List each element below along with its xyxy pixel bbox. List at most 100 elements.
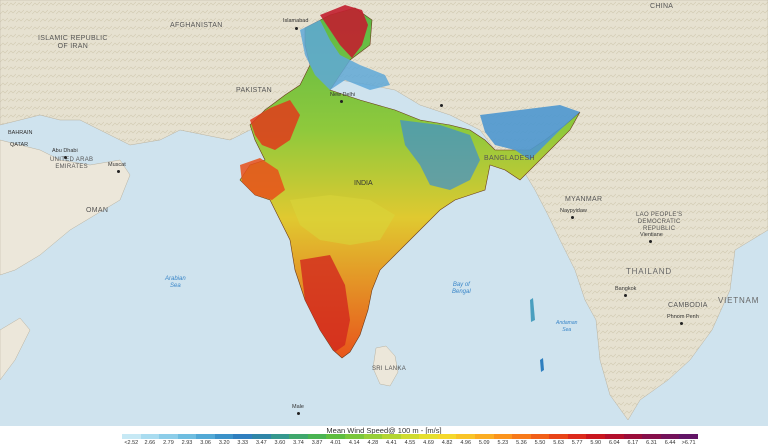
arabian-peninsula: [0, 139, 131, 276]
label-muscat: Muscat: [108, 162, 126, 168]
legend-tick: 5.23: [497, 440, 509, 446]
legend-swatch: [567, 434, 587, 439]
label-uae: UNITED ARAB EMIRATES: [50, 157, 94, 170]
legend-tick: 3.47: [255, 440, 267, 446]
legend-title: Mean Wind Speed@ 100 m - [m/s]: [326, 426, 442, 435]
legend-tick: 5.63: [553, 440, 564, 446]
label-afghanistan: AFGHANISTAN: [170, 22, 223, 29]
legend-swatch: [289, 434, 308, 439]
label-male: Male: [292, 404, 304, 410]
gujarat-highwind: [240, 158, 285, 200]
city-dot-naypyidaw: [571, 216, 574, 219]
legend-tick: 3.74: [293, 440, 304, 446]
legend-swatch: [159, 434, 178, 439]
legend-tick: 6.44: [664, 440, 676, 446]
africa-horn: [0, 317, 31, 381]
legend-tick: 2.66: [144, 440, 156, 446]
label-myanmar: MYANMAR: [565, 196, 603, 203]
legend: Mean Wind Speed@ 100 m - [m/s] <2.52 2.66…: [0, 426, 768, 448]
legend-tick: 4.82: [441, 440, 453, 446]
label-bay-of-bengal: Bay of Bengal: [452, 282, 471, 295]
label-iran: ISLAMIC REPUBLIC OF IRAN: [38, 35, 108, 50]
label-newdelhi: New Delhi: [330, 92, 356, 98]
label-vientiane: Vientiane: [640, 232, 663, 238]
legend-tick: 5.09: [478, 440, 490, 446]
nicobar-islands: [540, 358, 544, 372]
city-dot-abudhabi: [64, 156, 67, 159]
city-dot-bangkok: [624, 294, 627, 297]
city-dot-phnompenh: [680, 322, 683, 325]
legend-tick: 5.77: [571, 440, 583, 446]
legend-tick: 2.93: [181, 440, 193, 446]
label-andaman-sea: Andaman Sea: [556, 320, 578, 333]
city-dot-muscat: [117, 170, 120, 173]
label-bangladesh: BANGLADESH: [484, 155, 535, 162]
city-dot-male: [297, 412, 300, 415]
legend-swatch: [122, 434, 141, 439]
legend-tick: 4.14: [348, 440, 360, 446]
label-pakistan: PAKISTAN: [236, 87, 272, 94]
legend-swatch: [344, 434, 364, 439]
label-india: INDIA: [354, 180, 373, 187]
east-lowwind: [400, 120, 480, 190]
legend-tick: 2.79: [163, 440, 174, 446]
legend-tick: 6.31: [646, 440, 657, 446]
label-srilanka: SRI LANKA: [372, 366, 407, 372]
legend-swatch: [549, 434, 568, 439]
legend-tick: 5.50: [534, 440, 546, 446]
legend-tick: 4.41: [386, 440, 397, 446]
map-canvas: [0, 0, 768, 426]
legend-swatch: [679, 434, 698, 439]
legend-swatch: [530, 434, 550, 439]
label-islamabad: Islamabad: [283, 18, 309, 24]
legend-swatch: [456, 434, 475, 439]
andaman-islands: [530, 298, 535, 322]
legend-swatch: [605, 434, 624, 439]
legend-swatch: [307, 434, 327, 439]
label-qatar: QATAR: [10, 142, 29, 148]
northeast-lowwind: [480, 105, 580, 160]
legend-swatch: [270, 434, 290, 439]
legend-swatch: [642, 434, 661, 439]
legend-swatch: [326, 434, 345, 439]
label-oman: OMAN: [86, 207, 109, 214]
legend-color-bar: [122, 434, 698, 439]
central-midwind: [290, 195, 395, 245]
legend-swatch: [623, 434, 643, 439]
legend-tick: 3.06: [200, 440, 211, 446]
label-arabian-sea: Arabian Sea: [165, 276, 186, 289]
legend-tick-labels: <2.52 2.66 2.79 2.93 3.06 3.20 3.33 3.47 3.60 3.7…: [122, 440, 698, 448]
city-dot-vientiane: [649, 240, 652, 243]
legend-tick: 3.20: [218, 440, 230, 446]
label-laos: LAO PEOPLE'S DEMOCRATIC REPUBLIC: [636, 212, 683, 232]
legend-swatch: [196, 434, 215, 439]
legend-swatch: [660, 434, 680, 439]
legend-swatch: [140, 434, 160, 439]
legend-tick: 6.17: [627, 440, 639, 446]
label-vietnam: VIETNAM: [718, 296, 760, 305]
legend-tick: 5.36: [516, 440, 527, 446]
legend-swatch: [419, 434, 438, 439]
label-bangkok: Bangkok: [615, 286, 637, 292]
label-bahrain: BAHRAIN: [8, 130, 33, 136]
label-china: CHINA: [650, 3, 674, 10]
legend-swatch: [493, 434, 513, 439]
sri-lanka-shape: [372, 345, 399, 387]
legend-swatch: [252, 434, 271, 439]
legend-tick: 4.69: [423, 440, 434, 446]
west-highwind: [250, 100, 300, 150]
legend-swatch: [233, 434, 253, 439]
legend-swatch: [437, 434, 457, 439]
label-cambodia: CAMBODIA: [668, 302, 708, 309]
label-abudhabi: Abu Dhabi: [52, 148, 78, 154]
city-dot-islamabad: [295, 27, 298, 30]
kashmir-highwind: [320, 5, 368, 58]
label-thailand: THAILAND: [626, 267, 672, 276]
legend-tick: 3.60: [274, 440, 286, 446]
label-naypyidaw: Naypyidaw: [560, 208, 587, 214]
south-highwind: [300, 255, 350, 352]
legend-swatch: [586, 434, 606, 439]
legend-swatch: [400, 434, 420, 439]
northern-landmass: [0, 0, 768, 421]
